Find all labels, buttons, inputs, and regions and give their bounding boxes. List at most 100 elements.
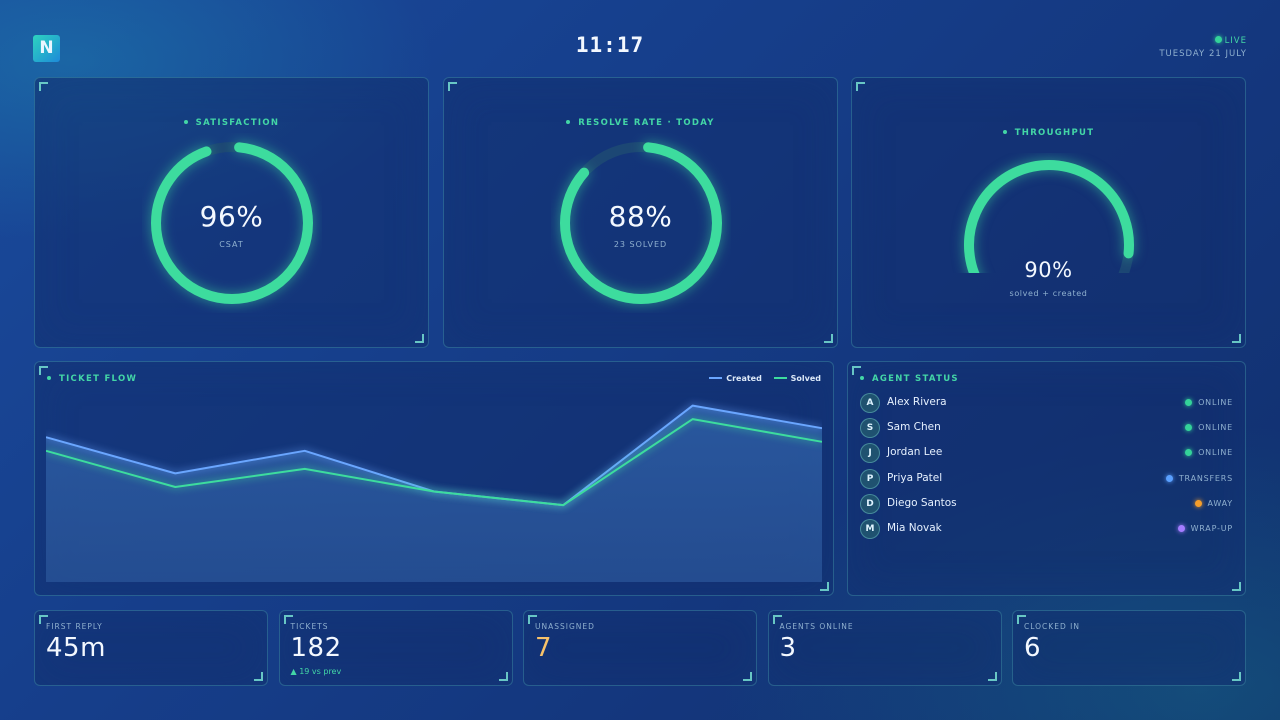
corner-bracket bbox=[1232, 334, 1241, 343]
throughput-card: THROUGHPUT 90% solved + created bbox=[851, 77, 1246, 348]
corner-bracket bbox=[1232, 672, 1241, 681]
corner-bracket bbox=[856, 82, 865, 91]
status-dot bbox=[1165, 474, 1173, 482]
resolve-sub: 23 SOLVED bbox=[613, 240, 668, 249]
corner-bracket bbox=[987, 672, 997, 681]
kpi-card: UNASSIGNED 7 bbox=[523, 610, 757, 686]
avatar: D bbox=[860, 493, 880, 514]
kpi-card: TICKETS 182 ▲ 19 vs prev bbox=[278, 610, 513, 686]
resolve-title-text: RESOLVE RATE · TODAY bbox=[578, 118, 715, 128]
title-dot bbox=[1002, 129, 1007, 134]
kpi-value: 182 bbox=[290, 633, 342, 663]
status-dot bbox=[1185, 449, 1193, 457]
ring-fill bbox=[560, 142, 722, 304]
corner-bracket bbox=[820, 582, 829, 591]
corner-bracket bbox=[415, 334, 424, 343]
agent-status-title: AGENT STATUS bbox=[860, 374, 959, 384]
resolve-title: RESOLVE RATE · TODAY bbox=[444, 118, 837, 128]
satisfaction-title: SATISFACTION bbox=[35, 118, 428, 128]
avatar: P bbox=[860, 468, 880, 489]
corner-bracket bbox=[498, 672, 508, 681]
kpi-delta: ▲ 19 vs prev bbox=[290, 667, 342, 676]
solved-series-line bbox=[46, 418, 822, 507]
ring-fill bbox=[151, 142, 313, 304]
kpi-value: 3 bbox=[779, 633, 797, 663]
corner-bracket bbox=[824, 334, 833, 343]
avatar: A bbox=[860, 393, 880, 413]
avatar: S bbox=[860, 418, 880, 439]
agent-name: Diego Santos bbox=[887, 496, 957, 509]
kpi-card: AGENTS ONLINE 3 bbox=[767, 610, 1002, 686]
kpi-label: UNASSIGNED bbox=[535, 622, 595, 631]
created-area bbox=[46, 405, 822, 582]
kpi-value: 7 bbox=[535, 633, 553, 663]
agent-name: Mia Novak bbox=[887, 522, 942, 534]
agent-name: Alex Rivera bbox=[887, 396, 947, 408]
live-indicator: LIVE bbox=[1214, 36, 1247, 46]
corner-bracket bbox=[39, 615, 48, 624]
satisfaction-card: SATISFACTION 96% CSAT bbox=[34, 77, 429, 348]
avatar: J bbox=[860, 443, 880, 464]
corner-bracket bbox=[254, 672, 263, 681]
corner-bracket bbox=[283, 615, 293, 624]
status-dot bbox=[1185, 399, 1193, 406]
logo-letter: N bbox=[39, 38, 54, 58]
kpi-value: 45m bbox=[46, 633, 106, 663]
agent-status-panel: AGENT STATUS A Alex Rivera ONLINE S Sam Chen… bbox=[847, 361, 1246, 596]
agent-name: Priya Patel bbox=[887, 471, 943, 484]
agent-row[interactable]: M Mia Novak WRAP-UP bbox=[860, 519, 1233, 539]
agent-row[interactable]: S Sam Chen ONLINE bbox=[860, 418, 1233, 439]
legend-created-swatch bbox=[709, 376, 723, 379]
agent-status-label: TRANSFERS bbox=[1178, 473, 1233, 483]
throughput-title: THROUGHPUT bbox=[852, 128, 1245, 138]
avatar: M bbox=[860, 519, 880, 539]
title-dot bbox=[183, 119, 188, 124]
agent-row[interactable]: A Alex Rivera ONLINE bbox=[860, 393, 1233, 413]
agent-name: Jordan Lee bbox=[887, 446, 943, 459]
agent-status-label: ONLINE bbox=[1198, 448, 1233, 458]
corner-bracket bbox=[1017, 615, 1026, 624]
corner-bracket bbox=[448, 82, 457, 91]
agent-row[interactable]: D Diego Santos AWAY bbox=[860, 493, 1233, 514]
satisfaction-sub: CSAT bbox=[219, 240, 244, 249]
corner-bracket bbox=[772, 615, 782, 624]
status-dot bbox=[1194, 499, 1202, 507]
legend-created: Created bbox=[726, 374, 762, 383]
throughput-title-text: THROUGHPUT bbox=[1014, 128, 1095, 138]
satisfaction-value: 96% bbox=[199, 200, 264, 233]
throughput-gauge bbox=[964, 160, 1134, 273]
corner-bracket bbox=[528, 615, 537, 624]
logo[interactable]: N bbox=[33, 35, 60, 62]
title-dot bbox=[566, 119, 571, 124]
ticket-flow-chart bbox=[46, 404, 822, 582]
legend-solved: Solved bbox=[790, 374, 821, 383]
kpi-label: CLOCKED IN bbox=[1024, 622, 1080, 631]
resolve-ring bbox=[560, 142, 722, 304]
agent-status-title-text: AGENT STATUS bbox=[872, 374, 959, 384]
date-label: TUESDAY 21 JULY bbox=[1159, 49, 1247, 59]
corner-bracket bbox=[743, 672, 752, 681]
throughput-value: 90% bbox=[1024, 258, 1073, 282]
agent-status-label: ONLINE bbox=[1198, 398, 1233, 407]
kpi-card: CLOCKED IN 6 bbox=[1012, 610, 1246, 686]
corner-bracket bbox=[1232, 582, 1241, 591]
ticket-flow-panel: TICKET FLOW Created Solved bbox=[34, 361, 834, 596]
ticket-flow-title: TICKET FLOW bbox=[47, 374, 137, 384]
agent-row[interactable]: P Priya Patel TRANSFERS bbox=[860, 468, 1233, 489]
throughput-sub: solved + created bbox=[1009, 289, 1088, 298]
resolve-rate-card: RESOLVE RATE · TODAY 88% 23 SOLVED bbox=[443, 77, 838, 348]
status-dot bbox=[1177, 525, 1185, 532]
resolve-value: 88% bbox=[608, 200, 673, 233]
kpi-label: AGENTS ONLINE bbox=[779, 622, 854, 631]
title-dot bbox=[860, 375, 864, 380]
corner-bracket bbox=[852, 366, 861, 375]
live-dot bbox=[1214, 36, 1222, 43]
agent-status-label: ONLINE bbox=[1198, 423, 1233, 433]
agent-name: Sam Chen bbox=[887, 421, 941, 434]
corner-bracket bbox=[39, 366, 48, 375]
corner-bracket bbox=[39, 82, 48, 91]
kpi-label: FIRST REPLY bbox=[46, 622, 103, 631]
agent-row[interactable]: J Jordan Lee ONLINE bbox=[860, 443, 1233, 464]
agent-status-label: AWAY bbox=[1207, 498, 1233, 508]
live-label: LIVE bbox=[1224, 36, 1247, 46]
